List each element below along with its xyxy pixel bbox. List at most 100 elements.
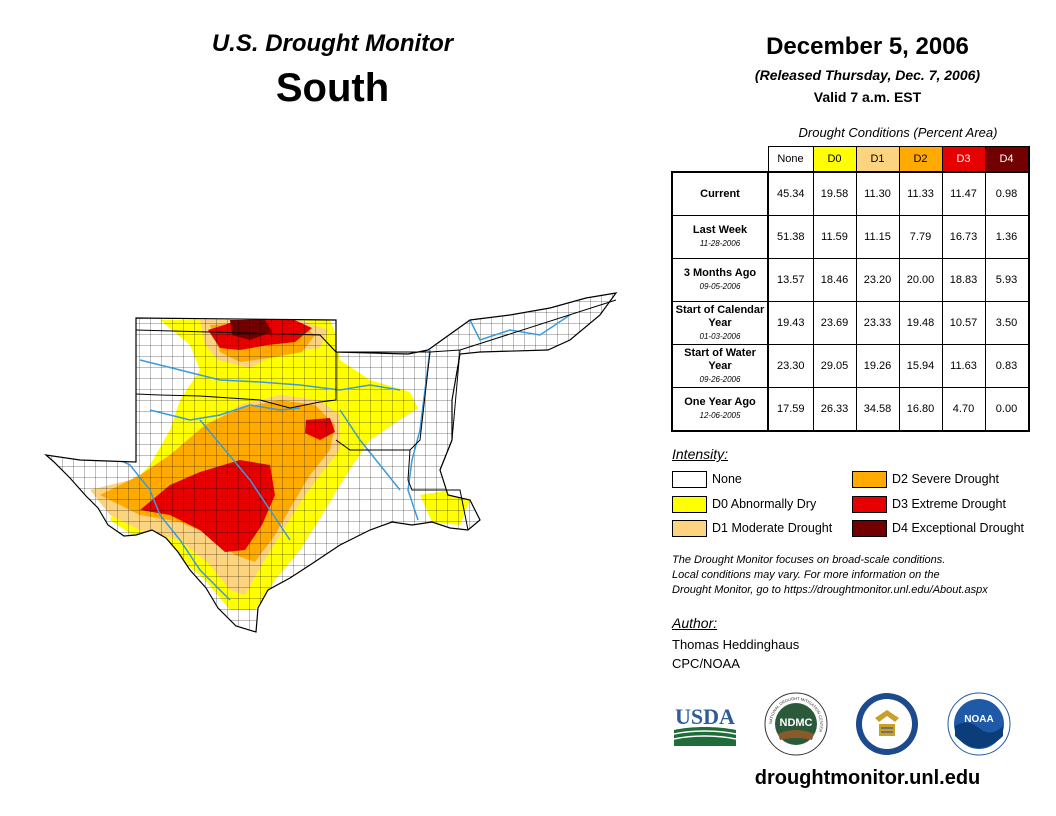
row-label: Start of Calendar Year 01-03-2006 xyxy=(671,301,769,345)
table-row: Last Week 11-28-2006 51.38 11.59 11.15 7.… xyxy=(671,215,1030,259)
legend-title: Intensity: xyxy=(672,446,729,462)
table-row: Current 45.34 19.58 11.30 11.33 11.47 0.… xyxy=(671,171,1030,216)
col-header-d4: D4 xyxy=(984,146,1030,173)
col-header-d0: D0 xyxy=(812,146,857,173)
table-row: Start of Water Year 09-26-2006 23.30 29.0… xyxy=(671,344,1030,388)
row-label-text: One Year Ago xyxy=(684,396,756,408)
col-header-d1: D1 xyxy=(855,146,900,173)
table-cell: 34.58 xyxy=(855,387,900,432)
table-cell: 23.69 xyxy=(812,301,857,345)
table-cell: 0.98 xyxy=(984,171,1030,216)
table-cell: 5.93 xyxy=(984,258,1030,302)
table-header-row: None D0 D1 D2 D3 D4 xyxy=(672,146,1030,173)
row-date: 01-03-2006 xyxy=(699,331,741,341)
legend-label: D0 Abnormally Dry xyxy=(712,497,817,511)
table-cell: 4.70 xyxy=(941,387,986,432)
table-cell: 11.47 xyxy=(941,171,986,216)
table-cell: 3.50 xyxy=(984,301,1030,345)
table-cell: 7.79 xyxy=(898,215,943,259)
table-cell: 23.30 xyxy=(767,344,814,388)
legend-label: D2 Severe Drought xyxy=(892,472,1000,486)
table-cell: 0.00 xyxy=(984,387,1030,432)
valid-time: Valid 7 a.m. EST xyxy=(813,89,922,105)
row-date: 11-28-2006 xyxy=(699,239,741,248)
table-cell: 1.36 xyxy=(984,215,1030,259)
table-cell: 19.43 xyxy=(767,301,814,345)
website-url[interactable]: droughtmonitor.unl.edu xyxy=(754,767,981,789)
table-cell: 29.05 xyxy=(812,344,857,388)
legend-swatch xyxy=(672,471,707,488)
row-label-text: Current xyxy=(700,187,740,200)
table-cell: 26.33 xyxy=(812,387,857,432)
row-label-text: Last Week xyxy=(692,224,748,236)
table-cell: 19.48 xyxy=(898,301,943,345)
table-cell: 0.83 xyxy=(984,344,1030,388)
legend-label: D3 Extreme Drought xyxy=(892,497,1006,511)
table-cell: 10.57 xyxy=(941,301,986,345)
author-heading: Author: xyxy=(672,615,718,631)
row-date: 09-26-2006 xyxy=(699,374,741,384)
note-line: Drought Monitor, go to https://droughtmo… xyxy=(672,584,988,596)
legend-swatch xyxy=(852,520,887,537)
noaa-logo-text: NOAA xyxy=(964,714,993,725)
note-line: The Drought Monitor focuses on broad-sca… xyxy=(672,554,946,566)
table-cell: 13.57 xyxy=(767,258,814,302)
row-label-text: Start of Water Year xyxy=(684,346,756,372)
row-label: One Year Ago 12-06-2005 xyxy=(671,387,769,432)
row-label-text: 3 Months Ago xyxy=(683,267,757,279)
table-cell: 11.63 xyxy=(941,344,986,388)
table-cell: 11.30 xyxy=(855,171,900,216)
note-line: Local conditions may vary. For more info… xyxy=(672,569,940,581)
table-cell: 17.59 xyxy=(767,387,814,432)
table-cell: 16.80 xyxy=(898,387,943,432)
legend-label: D4 Exceptional Drought xyxy=(892,521,1025,535)
row-date: 12-06-2005 xyxy=(699,411,741,420)
table-row: 3 Months Ago 09-05-2006 13.57 18.46 23.20… xyxy=(671,258,1030,302)
usda-logo-text: USDA xyxy=(675,704,735,729)
legend-label: None xyxy=(712,472,742,486)
legend-swatch xyxy=(672,496,707,513)
table-cell: 51.38 xyxy=(767,215,814,259)
table-cell: 18.46 xyxy=(812,258,857,302)
table-cell: 23.33 xyxy=(855,301,900,345)
usda-logo: USDA xyxy=(673,704,737,746)
row-label: Start of Water Year 09-26-2006 xyxy=(671,344,769,388)
release-date: (Released Thursday, Dec. 7, 2006) xyxy=(754,67,981,83)
drought-map xyxy=(44,292,618,633)
row-label: 3 Months Ago 09-05-2006 xyxy=(671,258,769,302)
table-cell: 11.59 xyxy=(812,215,857,259)
legend-swatch xyxy=(672,520,707,537)
table-cell: 19.26 xyxy=(855,344,900,388)
table-cell: 19.58 xyxy=(812,171,857,216)
ndmc-logo-text: NDMC xyxy=(780,717,813,729)
table-cell: 11.15 xyxy=(855,215,900,259)
noaa-logo: NOAA xyxy=(947,692,1011,756)
legend-swatch xyxy=(852,471,887,488)
legend-swatch xyxy=(852,496,887,513)
table-cell: 20.00 xyxy=(898,258,943,302)
table-cell: 16.73 xyxy=(941,215,986,259)
map-series-title: U.S. Drought Monitor xyxy=(211,30,454,57)
table-cell: 11.33 xyxy=(898,171,943,216)
commerce-seal-logo xyxy=(856,693,918,755)
table-row: One Year Ago 12-06-2005 17.59 26.33 34.58… xyxy=(671,387,1030,432)
author-org: CPC/NOAA xyxy=(672,656,740,671)
table-row: Start of Calendar Year 01-03-2006 19.43 2… xyxy=(671,301,1030,345)
ndmc-logo: NATIONAL DROUGHT MITIGATION CENTER NDMC xyxy=(764,692,828,756)
region-title: South xyxy=(275,66,390,110)
table-corner xyxy=(672,146,769,173)
map-date: December 5, 2006 xyxy=(766,33,969,60)
author-name: Thomas Heddinghaus xyxy=(672,637,800,652)
row-label-text: Start of Calendar Year xyxy=(675,303,765,329)
table-cell: 15.94 xyxy=(898,344,943,388)
col-header-none: None xyxy=(767,146,814,173)
drought-conditions-table: None D0 D1 D2 D3 D4 Current 45.34 19.58 … xyxy=(671,146,1030,432)
row-date: 09-05-2006 xyxy=(699,282,741,291)
table-cell: 23.20 xyxy=(855,258,900,302)
row-label: Last Week 11-28-2006 xyxy=(671,215,769,259)
table-caption: Drought Conditions (Percent Area) xyxy=(798,125,998,140)
row-label: Current xyxy=(671,171,769,216)
col-header-d3: D3 xyxy=(941,146,986,173)
col-header-d2: D2 xyxy=(898,146,943,173)
table-cell: 18.83 xyxy=(941,258,986,302)
